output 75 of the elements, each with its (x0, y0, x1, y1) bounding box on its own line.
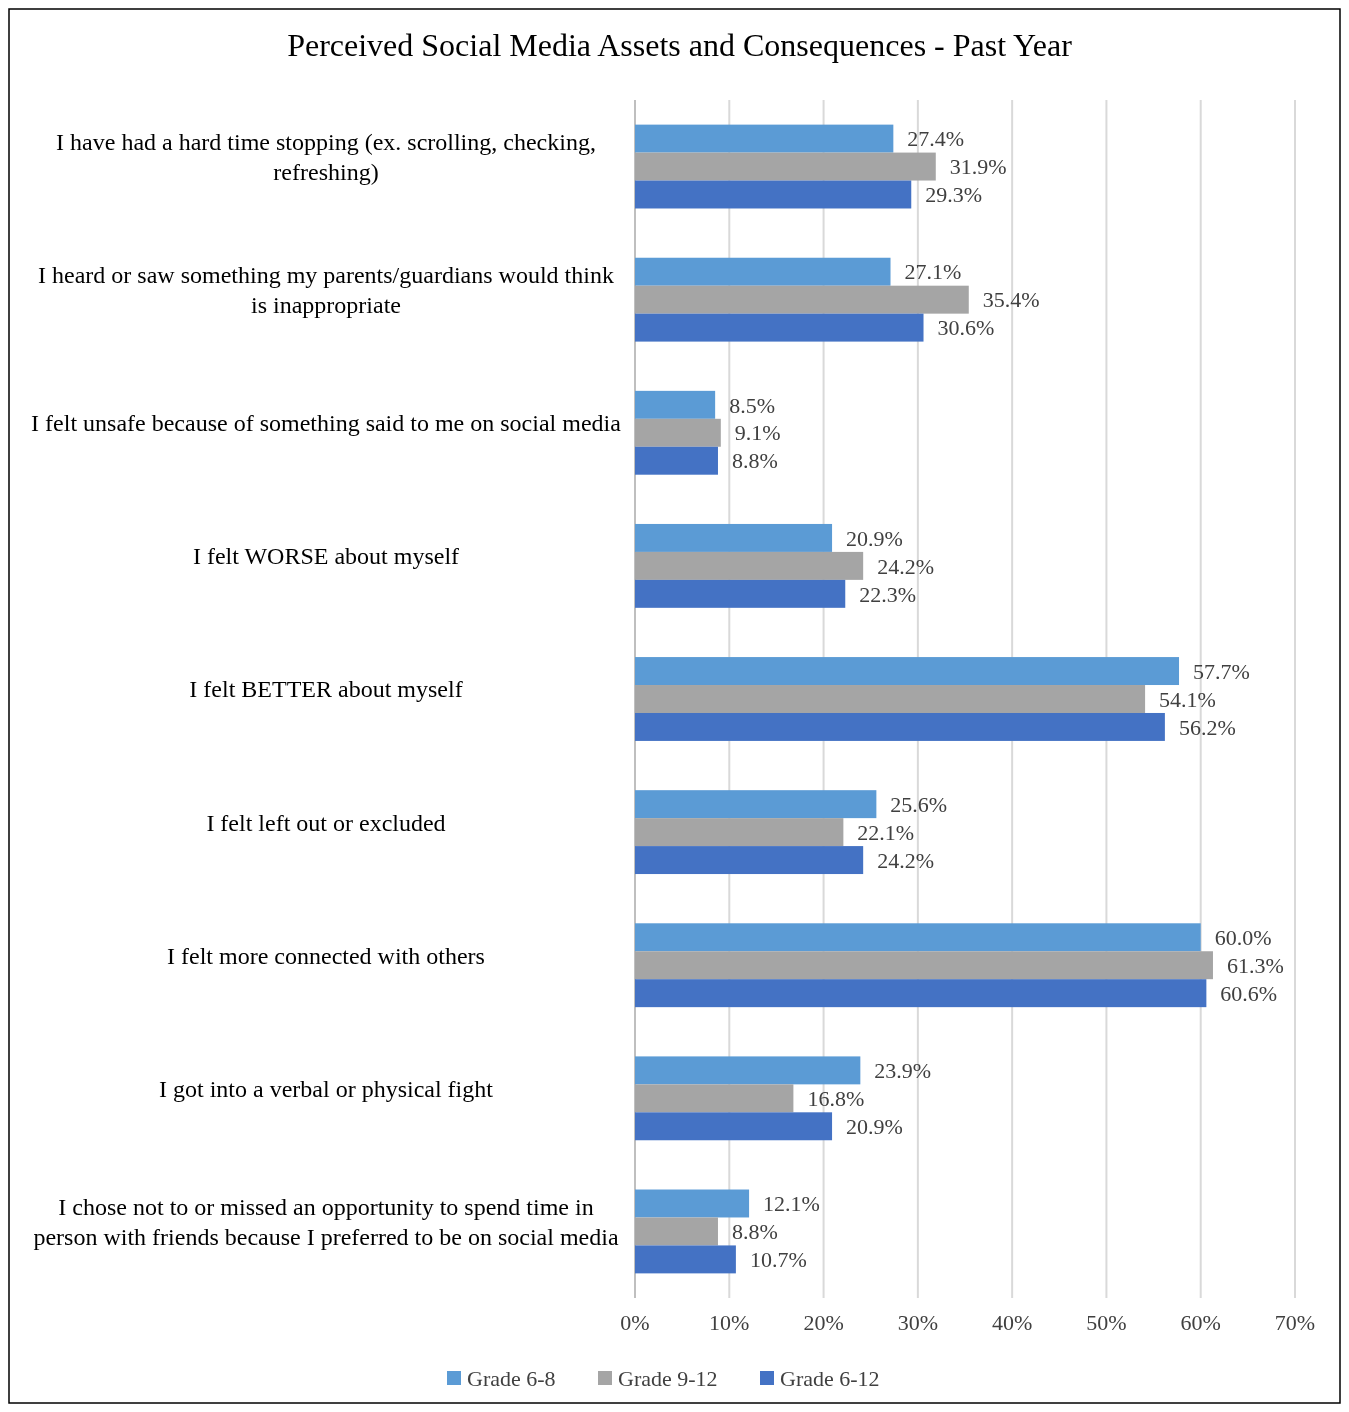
bar (635, 390, 716, 419)
bar (635, 551, 864, 580)
y-tick-label: I have had a hard time stopping (ex. scrolling, checking, refreshing) (56, 128, 596, 185)
data-label: 56.2% (1178, 714, 1236, 740)
y-tick-label: I heard or saw something my parents/guardians would think is inappropriate (38, 262, 614, 319)
data-label: 8.8% (731, 1219, 778, 1245)
legend-label: Grade 9-12 (618, 1365, 718, 1391)
data-label: 16.8% (807, 1086, 865, 1112)
bar (635, 523, 833, 552)
bar (635, 313, 924, 342)
data-label: 60.0% (1214, 924, 1272, 950)
x-tick-label: 70% (1274, 1310, 1316, 1335)
bar (635, 152, 936, 181)
y-tick-label: I felt left out or excluded (206, 809, 446, 836)
legend-label: Grade 6-8 (467, 1365, 556, 1391)
legend-label: Grade 6-12 (780, 1365, 880, 1391)
data-label: 57.7% (1193, 658, 1250, 684)
data-label: 9.1% (734, 420, 781, 446)
data-label: 22.3% (859, 581, 917, 607)
bar (635, 446, 718, 475)
data-label: 29.3% (925, 182, 983, 208)
y-tick-label: I felt unsafe because of something said to me on social media (31, 410, 622, 437)
x-tick-label: 40% (991, 1310, 1033, 1335)
data-label: 27.4% (907, 126, 965, 152)
bar (635, 418, 721, 447)
data-label: 8.8% (731, 448, 778, 474)
bar (635, 846, 864, 875)
chart-title: Perceived Social Media Assets and Consequences - Past Year (287, 27, 1073, 63)
bar (635, 979, 1207, 1008)
data-label: 23.9% (874, 1058, 932, 1084)
data-label: 12.1% (763, 1191, 820, 1217)
x-tick-label: 60% (1180, 1310, 1221, 1335)
bar (635, 124, 894, 153)
bar (635, 579, 846, 608)
bar (635, 1189, 750, 1218)
bar (635, 657, 1180, 686)
bar (635, 1245, 736, 1274)
x-tick-label: 10% (709, 1310, 750, 1335)
data-label: 24.2% (877, 847, 934, 873)
bar (635, 180, 912, 209)
data-label: 31.9% (949, 154, 1007, 180)
bar (635, 818, 844, 847)
bar (635, 923, 1201, 952)
bar (635, 685, 1146, 713)
data-label: 22.1% (857, 819, 915, 845)
data-label: 20.9% (846, 525, 903, 551)
data-label: 10.7% (749, 1247, 807, 1273)
data-label: 54.1% (1159, 686, 1216, 712)
x-tick-label: 50% (1086, 1310, 1127, 1335)
data-label: 25.6% (890, 791, 948, 817)
y-tick-label: I got into a verbal or physical fight (159, 1075, 494, 1102)
bar (635, 257, 891, 286)
bar (635, 951, 1213, 980)
data-label: 27.1% (904, 259, 962, 285)
bar (635, 285, 969, 314)
bar (635, 1112, 833, 1141)
bar (635, 1217, 718, 1246)
data-label: 24.2% (877, 553, 934, 579)
bar (635, 1084, 794, 1113)
data-label: 60.6% (1220, 980, 1278, 1006)
x-tick-label: 0% (620, 1310, 650, 1335)
y-tick-label: I felt more connected with others (167, 942, 485, 969)
bar (635, 790, 877, 819)
data-label: 35.4% (982, 287, 1040, 313)
y-tick-label: I felt BETTER about myself (189, 676, 463, 703)
bar (635, 712, 1165, 741)
x-tick-label: 20% (803, 1310, 844, 1335)
data-label: 8.5% (729, 392, 775, 418)
data-label: 61.3% (1226, 952, 1284, 978)
data-label: 30.6% (937, 315, 995, 341)
data-label: 20.9% (846, 1113, 903, 1139)
bar (635, 1056, 861, 1085)
x-tick-label: 30% (897, 1310, 939, 1335)
y-tick-label: I felt WORSE about myself (192, 543, 460, 570)
y-tick-label: I chose not to or missed an opportunity to spend time in person with friends because I preferred to be on social media (33, 1193, 619, 1250)
